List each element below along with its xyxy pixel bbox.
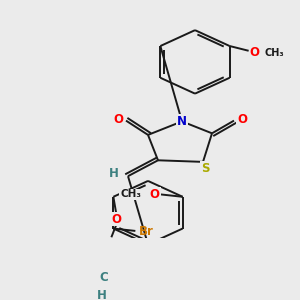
Text: S: S: [201, 162, 209, 175]
Text: CH₃: CH₃: [120, 189, 141, 200]
Text: H: H: [96, 289, 106, 300]
Text: N: N: [177, 115, 187, 128]
Text: C: C: [99, 271, 108, 284]
Text: Br: Br: [139, 225, 154, 238]
Text: O: O: [237, 112, 247, 125]
Text: O: O: [111, 212, 122, 226]
Text: O: O: [113, 112, 123, 125]
Text: CH₃: CH₃: [265, 48, 284, 58]
Text: H: H: [109, 167, 119, 180]
Text: O: O: [250, 46, 260, 59]
Text: O: O: [150, 188, 160, 201]
